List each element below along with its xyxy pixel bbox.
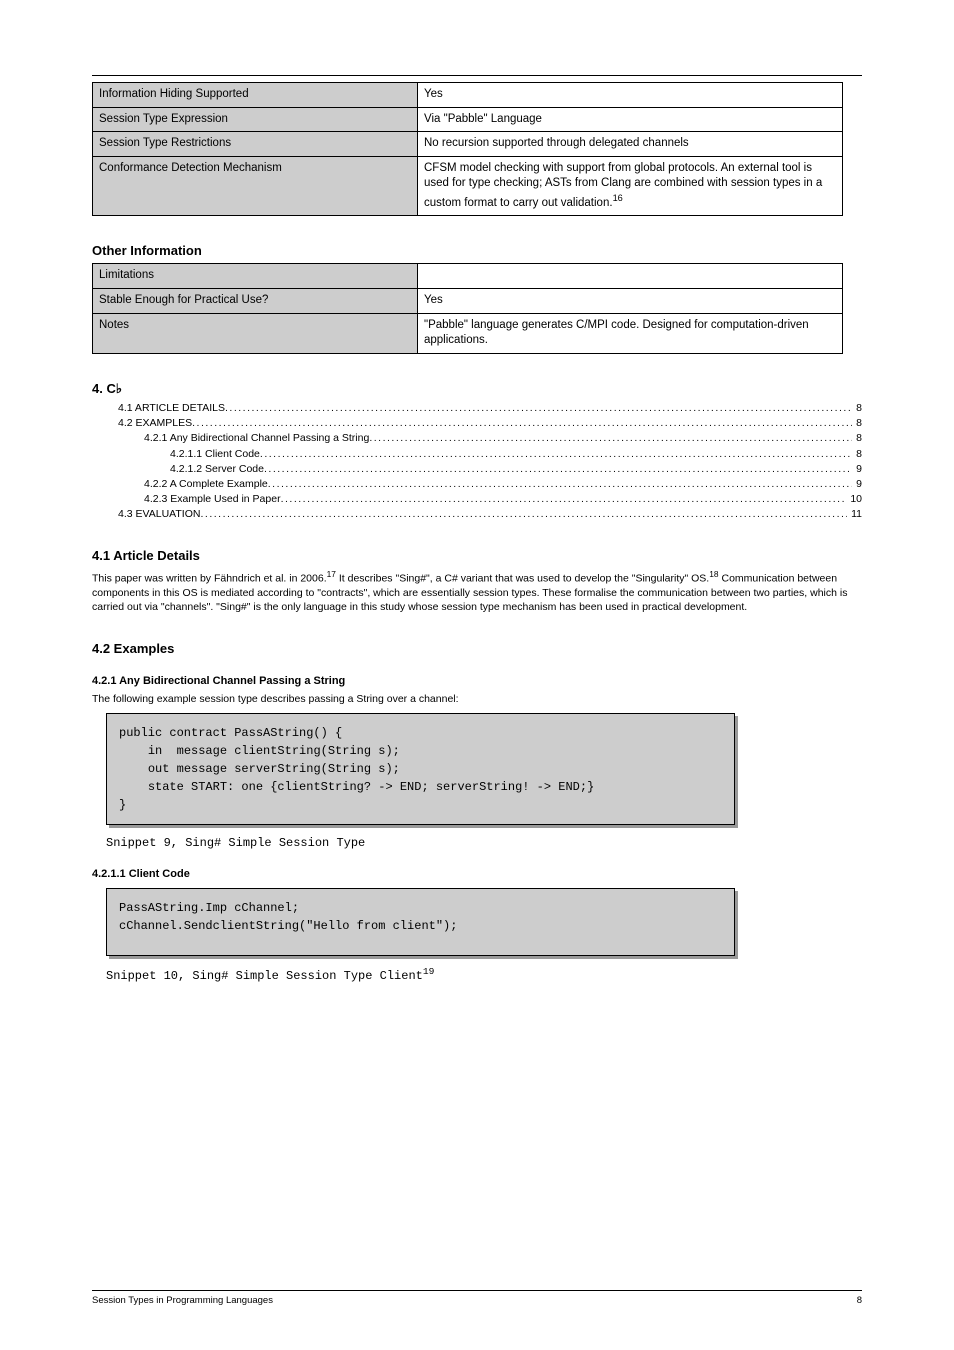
- toc-dots: ........................................…: [192, 416, 852, 430]
- table-row: Conformance Detection Mechanism CFSM mod…: [93, 156, 843, 215]
- toc-text: 4.2.2 A Complete Example: [144, 477, 268, 491]
- table-label: Information Hiding Supported: [93, 83, 418, 108]
- toc-dots: ........................................…: [225, 401, 852, 415]
- header-rule: [92, 75, 862, 76]
- toc-page: 8: [852, 447, 862, 461]
- table-value: Yes: [418, 288, 843, 313]
- toc-text: 4.3 EVALUATION: [118, 507, 200, 521]
- examples-heading: 4.2 Examples: [92, 640, 862, 658]
- toc-dots: ........................................…: [200, 507, 847, 521]
- table-label: Notes: [93, 313, 418, 353]
- table-label: Stable Enough for Practical Use?: [93, 288, 418, 313]
- toc-entry: 4.2.1.2 Server Code ....................…: [92, 462, 862, 476]
- table-label: Limitations: [93, 264, 418, 289]
- table-value: Via "Pabble" Language: [418, 107, 843, 132]
- code-snippet-box: public contract PassAString() { in messa…: [106, 713, 735, 825]
- footer-title: Session Types in Programming Languages: [92, 1295, 273, 1308]
- toc-dots: ........................................…: [369, 431, 852, 445]
- toc-entry: 4.2.1.1 Client Code ....................…: [92, 447, 862, 461]
- example-sub-heading: 4.2.1 Any Bidirectional Channel Passing …: [92, 674, 862, 689]
- page: Information Hiding Supported Yes Session…: [0, 0, 954, 1350]
- toc-dots: ........................................…: [264, 462, 852, 476]
- toc-page: 10: [846, 492, 862, 506]
- toc-page: 8: [852, 431, 862, 445]
- article-details-text: This paper was written by Fähndrich et a…: [92, 569, 862, 614]
- toc-page: 8: [852, 401, 862, 415]
- spec-table-1: Information Hiding Supported Yes Session…: [92, 82, 843, 216]
- toc-entry: 4.2.3 Example Used in Paper ............…: [92, 492, 862, 506]
- table-row: Information Hiding Supported Yes: [93, 83, 843, 108]
- table-row: Limitations: [93, 264, 843, 289]
- mini-toc: 4.1 ARTICLE DETAILS ....................…: [92, 401, 862, 521]
- toc-entry: 4.2.2 A Complete Example ...............…: [92, 477, 862, 491]
- code-snippet-box: PassAString.Imp cChannel; cChannel.Sendc…: [106, 888, 735, 956]
- table-row: Stable Enough for Practical Use? Yes: [93, 288, 843, 313]
- table-row: Session Type Restrictions No recursion s…: [93, 132, 843, 157]
- toc-text: 4.2.1.1 Client Code: [170, 447, 260, 461]
- toc-page: 11: [847, 507, 862, 521]
- table-value: CFSM model checking with support from gl…: [418, 156, 843, 215]
- table-row: Session Type Expression Via "Pabble" Lan…: [93, 107, 843, 132]
- toc-entry: 4.2.1 Any Bidirectional Channel Passing …: [92, 431, 862, 445]
- client-code-heading: 4.2.1.1 Client Code: [92, 867, 862, 882]
- snippet-caption: Snippet 9, Sing# Simple Session Type: [106, 835, 862, 851]
- footer-page-number: 8: [857, 1295, 862, 1308]
- code-snippet: public contract PassAString() { in messa…: [119, 724, 722, 814]
- toc-dots: ........................................…: [268, 477, 852, 491]
- page-footer: Session Types in Programming Languages 8: [92, 1290, 862, 1308]
- table-label: Session Type Restrictions: [93, 132, 418, 157]
- toc-text: 4.2 EXAMPLES: [118, 416, 192, 430]
- toc-text: 4.2.1.2 Server Code: [170, 462, 264, 476]
- toc-entry: 4.3 EVALUATION .........................…: [92, 507, 862, 521]
- toc-entry: 4.2 EXAMPLES ...........................…: [92, 416, 862, 430]
- code-snippet: PassAString.Imp cChannel; cChannel.Sendc…: [119, 899, 722, 935]
- toc-page: 9: [852, 462, 862, 476]
- toc-text: 4.1 ARTICLE DETAILS: [118, 401, 225, 415]
- chapter-heading: 4. C♭: [92, 380, 862, 398]
- toc-text: 4.2.1 Any Bidirectional Channel Passing …: [144, 431, 369, 445]
- table-value: [418, 264, 843, 289]
- table-value: No recursion supported through delegated…: [418, 132, 843, 157]
- snippet-caption: Snippet 10, Sing# Simple Session Type Cl…: [106, 966, 862, 984]
- toc-dots: ........................................…: [260, 447, 852, 461]
- toc-text: 4.2.3 Example Used in Paper: [144, 492, 281, 506]
- other-info-heading: Other Information: [92, 242, 862, 260]
- toc-dots: ........................................…: [281, 492, 847, 506]
- table-value: "Pabble" language generates C/MPI code. …: [418, 313, 843, 353]
- table-label: Conformance Detection Mechanism: [93, 156, 418, 215]
- toc-page: 9: [852, 477, 862, 491]
- toc-entry: 4.1 ARTICLE DETAILS ....................…: [92, 401, 862, 415]
- footer-rule: [92, 1290, 862, 1291]
- article-details-heading: 4.1 Article Details: [92, 547, 862, 565]
- table-row: Notes "Pabble" language generates C/MPI …: [93, 313, 843, 353]
- table-value: Yes: [418, 83, 843, 108]
- spec-table-2: Limitations Stable Enough for Practical …: [92, 263, 843, 353]
- toc-page: 8: [852, 416, 862, 430]
- example-text: The following example session type descr…: [92, 692, 862, 706]
- table-label: Session Type Expression: [93, 107, 418, 132]
